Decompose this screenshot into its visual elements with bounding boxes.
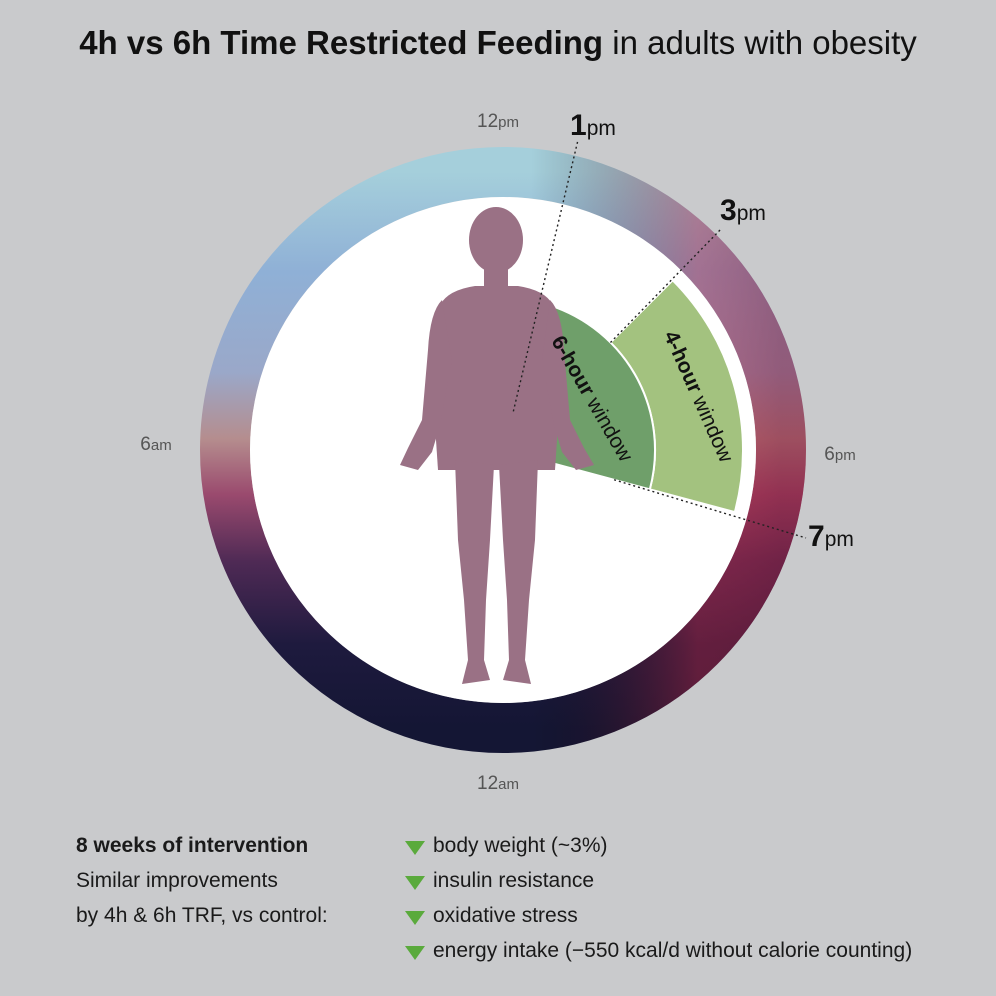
leader-line-1pm (512, 139, 579, 412)
three-pm-label: 3pm (720, 194, 766, 227)
six-am-suffix: am (151, 437, 172, 454)
six-pm-num: 6 (824, 444, 835, 465)
day-ring-evening-tint (200, 147, 806, 753)
midnight-num: 12 (477, 773, 498, 794)
leader-line-3pm (609, 227, 723, 344)
six-pm-suffix: pm (835, 447, 856, 464)
six-pm-label: 6pm (824, 444, 855, 465)
leader-line-7pm (613, 479, 807, 539)
three-pm-suffix: pm (737, 202, 766, 225)
midnight-label: 12am (477, 773, 519, 794)
seven-pm-num: 7 (808, 520, 825, 553)
one-pm-suffix: pm (587, 117, 616, 140)
one-pm-num: 1 (570, 109, 587, 142)
noon-num: 12 (477, 111, 498, 132)
midnight-suffix: am (498, 776, 519, 793)
title-rest: in adults with obesity (612, 24, 917, 61)
page-title: 4h vs 6h Time Restricted Feeding in adul… (0, 24, 996, 62)
noon-label: 12pm (477, 111, 519, 132)
human-silhouette-icon (400, 207, 594, 684)
noon-suffix: pm (498, 114, 519, 131)
title-bold: 4h vs 6h Time Restricted Feeding (79, 24, 604, 61)
six-am-label: 6am (140, 434, 171, 455)
seven-pm-label: 7pm (808, 520, 854, 553)
one-pm-label: 1pm (570, 109, 616, 142)
three-pm-num: 3 (720, 194, 737, 227)
six-am-num: 6 (140, 434, 151, 455)
seven-pm-suffix: pm (825, 528, 854, 551)
